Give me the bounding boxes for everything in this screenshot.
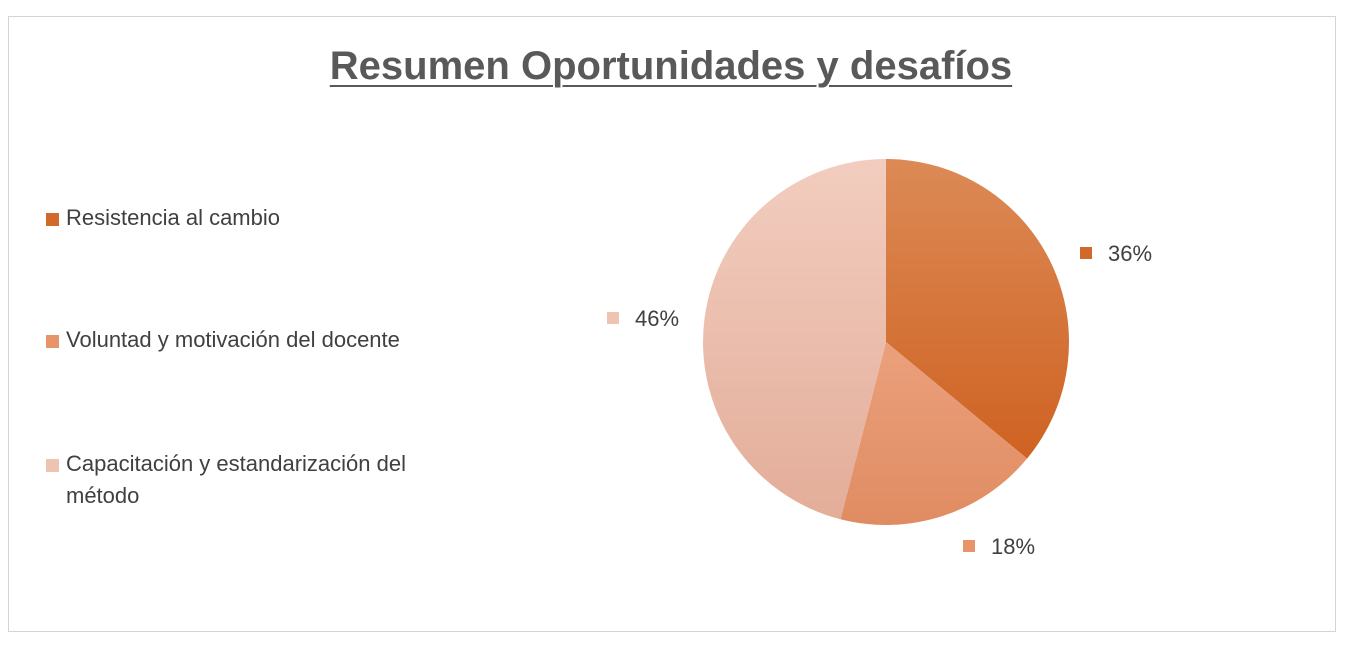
data-label: 18% bbox=[991, 534, 1035, 559]
legend-item-resistencia: Resistencia al cambio bbox=[46, 202, 456, 234]
legend-item-voluntad: Voluntad y motivación del docente bbox=[46, 324, 456, 356]
chart-title: Resumen Oportunidades y desafíos bbox=[329, 44, 1013, 88]
pie-slice-voluntad bbox=[840, 342, 1028, 525]
chart-frame bbox=[8, 16, 1336, 632]
legend-swatch bbox=[46, 213, 59, 226]
legend-item-capacitacion: Capacitación y estandarización del métod… bbox=[46, 448, 456, 512]
data-label-swatch bbox=[1080, 247, 1092, 259]
legend-label: Voluntad y motivación del docente bbox=[66, 327, 400, 352]
data-label-swatch bbox=[607, 312, 619, 324]
data-label: 36% bbox=[1108, 241, 1152, 266]
legend-label: Resistencia al cambio bbox=[66, 205, 280, 230]
legend-swatch bbox=[46, 335, 59, 348]
pie-slice-capacitacion bbox=[702, 158, 886, 520]
data-label-swatch bbox=[963, 540, 975, 552]
legend-label: Capacitación y estandarización del métod… bbox=[66, 451, 406, 508]
pie-slice-resistencia bbox=[886, 159, 1069, 459]
legend-swatch bbox=[46, 459, 59, 472]
data-label: 46% bbox=[635, 306, 679, 331]
